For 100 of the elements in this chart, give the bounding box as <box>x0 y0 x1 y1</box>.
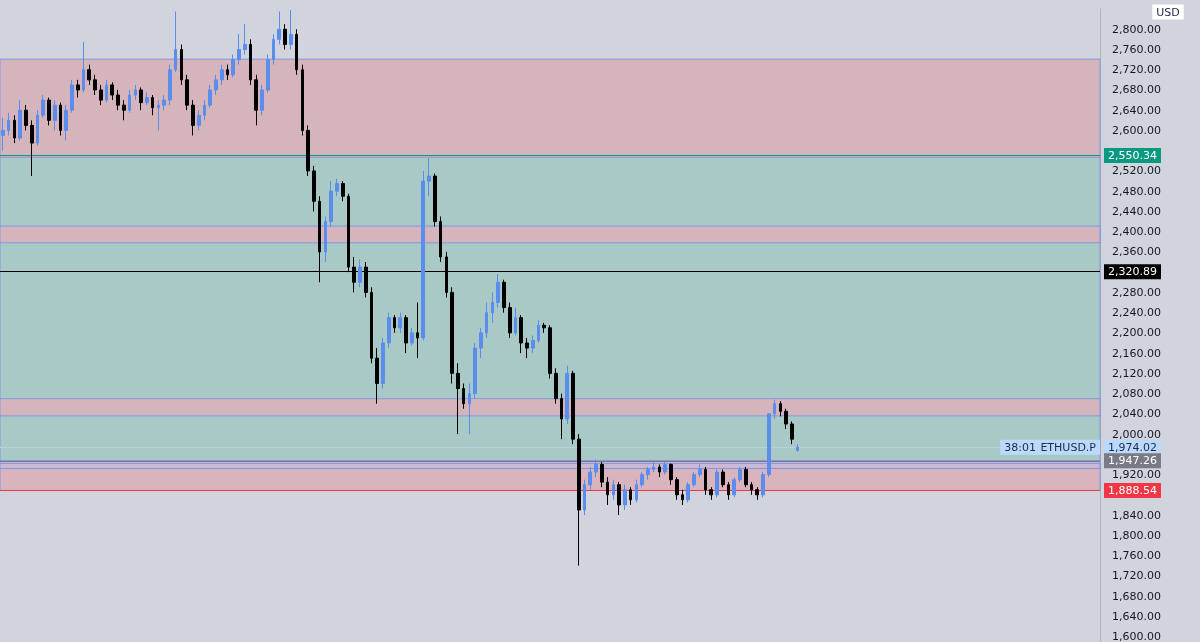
annotation: 38:01 <box>1004 440 1036 454</box>
candlestick <box>174 11 177 73</box>
y-tick-label: 2,400.00 <box>1112 225 1161 239</box>
candlestick <box>116 89 120 111</box>
candlestick <box>13 114 16 144</box>
candlestick <box>612 479 615 501</box>
y-tick-label: 1,840.00 <box>1112 508 1161 522</box>
candlestick <box>542 322 546 334</box>
candlestick <box>548 324 552 379</box>
ref-line-label: 2,320.89 <box>1108 265 1157 279</box>
candlestick <box>410 327 414 347</box>
candlestick <box>312 165 316 212</box>
y-tick-label: 2,040.00 <box>1112 407 1161 421</box>
candlestick <box>606 476 609 506</box>
y-tick-label: 2,800.00 <box>1112 22 1161 36</box>
candlestick <box>588 466 592 491</box>
candlestick <box>462 382 465 410</box>
candlestick <box>105 79 108 104</box>
candlestick <box>185 74 189 111</box>
candlestick <box>341 180 345 202</box>
candlestick <box>283 23 287 50</box>
candlestick <box>59 102 62 137</box>
candlestick <box>450 286 454 384</box>
y-tick-label: 2,440.00 <box>1112 204 1161 218</box>
candlestick <box>18 99 22 142</box>
candlestick <box>151 94 154 116</box>
candlestick <box>64 104 68 142</box>
candlestick <box>387 312 391 349</box>
candlestick <box>560 393 563 440</box>
candlestick <box>47 97 51 126</box>
y-tick-label: 2,360.00 <box>1112 245 1161 259</box>
candlestick <box>761 471 765 498</box>
candlestick <box>646 466 650 481</box>
y-tick-label: 2,600.00 <box>1112 123 1161 137</box>
y-tick-label: 2,480.00 <box>1112 184 1161 198</box>
candlestick <box>306 124 310 177</box>
y-tick-label: 1,920.00 <box>1112 468 1161 482</box>
candlestick <box>24 104 28 131</box>
candlestick <box>565 365 569 425</box>
candlestick <box>686 481 690 503</box>
candlestick <box>473 342 477 400</box>
y-tick-label: 1,760.00 <box>1112 549 1161 563</box>
candlestick <box>110 81 114 101</box>
candlestick <box>180 43 183 86</box>
candlestick <box>600 461 604 488</box>
candlestick <box>508 302 512 339</box>
candlestick <box>53 99 57 131</box>
candlestick <box>82 41 85 93</box>
candlestick <box>525 337 529 359</box>
candlestick <box>76 79 80 99</box>
candlestick <box>7 112 10 137</box>
candlestick <box>681 489 684 506</box>
candlestick <box>640 471 644 488</box>
candlestick <box>335 178 339 197</box>
candlestick <box>87 64 91 86</box>
y-tick-label: 2,080.00 <box>1112 387 1161 401</box>
candlestick <box>231 54 235 78</box>
candlestick <box>375 347 379 405</box>
candlestick <box>191 99 195 137</box>
candlestick <box>773 399 776 420</box>
candlestick <box>30 119 34 177</box>
ref-line-label: 2,550.34 <box>1108 149 1157 163</box>
candlestick <box>456 362 460 435</box>
candlestick <box>750 481 753 496</box>
candlestick <box>698 463 702 478</box>
candlestick <box>779 400 782 417</box>
annotation: ETHUSD.P <box>1040 440 1097 454</box>
candlestick <box>393 314 396 334</box>
candlestick <box>468 382 471 435</box>
candlestick <box>208 84 212 109</box>
y-tick-label: 2,520.00 <box>1112 164 1161 178</box>
candlestick <box>139 86 143 111</box>
candlestick <box>790 420 794 445</box>
candlestick <box>629 486 632 506</box>
candlestick <box>272 33 275 66</box>
ref-line-label: 1,947.26 <box>1108 454 1157 468</box>
candlestick <box>249 38 252 86</box>
candlestick <box>93 74 97 96</box>
candlestick <box>398 312 402 334</box>
candlestick <box>416 302 419 359</box>
candlestick <box>162 94 166 111</box>
candlestick <box>658 463 661 478</box>
candlestick <box>260 84 264 116</box>
candlestick <box>404 314 408 354</box>
candlestick <box>433 172 437 228</box>
candlestick <box>36 109 39 147</box>
candlestick <box>479 327 483 359</box>
candlestick <box>496 273 500 309</box>
candlestick <box>214 74 218 96</box>
candlestick <box>721 469 725 488</box>
candlestick <box>220 64 224 86</box>
y-tick-label: 1,720.00 <box>1112 569 1161 583</box>
candlestick <box>583 479 586 516</box>
candlestick <box>732 476 736 498</box>
y-tick-label: 2,280.00 <box>1112 285 1161 299</box>
candlestick <box>381 337 385 390</box>
candlestick <box>744 466 748 488</box>
y-tick-label: 1,680.00 <box>1112 589 1161 603</box>
y-tick-label: 1,600.00 <box>1112 630 1161 642</box>
candlestick <box>295 28 298 76</box>
